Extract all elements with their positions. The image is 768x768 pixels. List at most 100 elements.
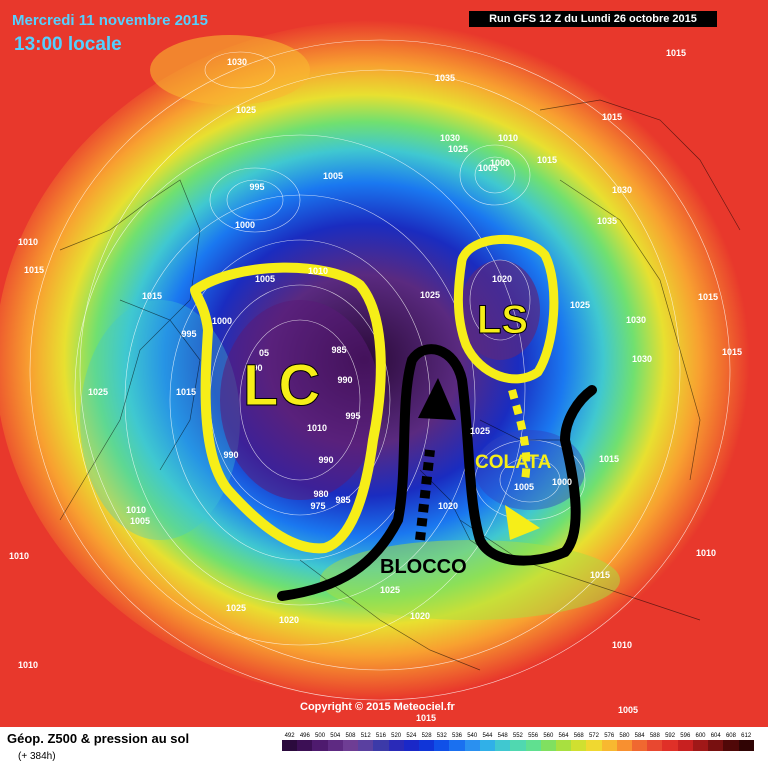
scale-swatch [495,740,511,751]
pressure-label: 1015 [722,347,742,357]
pressure-label: 1020 [492,274,512,284]
scale-swatch [525,740,541,751]
scale-swatch [282,740,298,751]
scale-tick-label: 580 [619,733,630,739]
pressure-label: 1030 [612,185,632,195]
scale-swatch [479,740,496,751]
scale-tick-label: 588 [649,733,660,739]
pressure-label: 1015 [176,387,196,397]
blocco-arrow-head [418,378,456,420]
pressure-label: 980 [313,489,328,499]
pressure-label: 1030 [632,354,652,364]
pressure-label: 1025 [448,144,468,154]
scale-tick-label: 576 [604,733,615,739]
scale-tick-label: 604 [710,733,721,739]
pressure-label: 1005 [514,482,534,492]
pressure-label: 1035 [435,73,455,83]
cold-low-outline [190,262,386,554]
scale-swatch [358,740,374,751]
scale-swatch [342,740,359,751]
pressure-label: 1000 [552,477,572,487]
scale-swatch [449,740,465,751]
model-run-label: Run GFS 12 Z du Lundi 26 octobre 2015 [469,11,717,27]
scale-tick-label: 568 [573,733,584,739]
scale-tick-label: 548 [497,733,508,739]
pressure-label: 1025 [236,105,256,115]
scale-swatch [632,740,648,751]
scale-swatch [616,740,633,751]
pressure-label: 1005 [618,705,638,715]
scale-tick-label: 592 [665,733,676,739]
scale-swatch [555,740,572,751]
blocking-ridge [277,344,597,601]
color-scale-labels: 492 496 500 504 508 512 516 520 524 528 532 536 540 5… [282,733,754,739]
pressure-label: 985 [331,345,346,355]
pressure-label: 975 [310,501,325,511]
pressure-label: 990 [318,455,333,465]
scale-tick-label: 492 [284,733,295,739]
scale-tick-label: 572 [588,733,599,739]
pressure-label: 995 [345,411,360,421]
scale-swatch [662,740,678,751]
pressure-label: 1025 [380,585,400,595]
pressure-label: 1010 [307,423,327,433]
scale-tick-label: 556 [528,733,539,739]
pressure-label: 1000 [490,158,510,168]
pressure-label: 985 [335,495,350,505]
scale-swatch [571,740,587,751]
scale-swatch [434,740,450,751]
scale-tick-label: 612 [741,733,752,739]
scale-swatch [464,740,480,751]
scale-tick-label: 560 [543,733,554,739]
scale-swatch [388,740,404,751]
scale-tick-label: 532 [436,733,447,739]
pressure-label: 990 [223,450,238,460]
scale-swatch [738,740,754,751]
pressure-label: 1025 [88,387,108,397]
scale-tick-label: 544 [482,733,493,739]
pressure-label: 1015 [602,112,622,122]
pressure-label: 1030 [440,133,460,143]
pressure-label: 1000 [235,220,255,230]
scale-swatch [373,740,389,751]
pressure-label: 1015 [142,291,162,301]
scale-tick-label: 508 [345,733,356,739]
color-scale: 492 496 500 504 508 512 516 520 524 528 532 536 540 5… [282,733,754,751]
pressure-label: 1005 [323,171,343,181]
blocco-label: BLOCCO [380,556,467,578]
scale-swatch [312,740,328,751]
scale-swatch [647,740,663,751]
pressure-label: 995 [249,182,264,192]
scale-tick-label: 540 [467,733,478,739]
pressure-label: 1030 [227,57,247,67]
pressure-label: 1015 [416,713,436,723]
scale-swatch [327,740,343,751]
scale-tick-label: 536 [452,733,463,739]
pressure-label: 1005 [478,163,498,173]
cut-off-low-outline [453,234,559,384]
ls-label: LS [477,298,528,342]
scale-tick-label: 596 [680,733,691,739]
scale-tick-label: 516 [375,733,386,739]
pressure-label: 1025 [226,603,246,613]
pressure-label: 1005 [130,516,150,526]
pressure-label: 1010 [696,548,716,558]
scale-swatch [601,740,617,751]
pressure-label: 1015 [24,265,44,275]
pressure-label: 1020 [410,611,430,621]
colata-arrow-shaft [508,388,531,481]
scale-tick-label: 584 [634,733,645,739]
pressure-label: 1020 [279,615,299,625]
pressure-label: 990 [337,375,352,385]
pressure-label: 1010 [498,133,518,143]
pressure-label: 1015 [537,155,557,165]
blocco-arrow-shaft [415,449,435,541]
legend-title: Géop. Z500 & pression au sol [7,731,190,746]
pressure-label: 1005 [255,274,275,284]
pressure-label: 1025 [570,300,590,310]
pressure-label: 05 [259,348,269,358]
pressure-label: 1010 [308,266,328,276]
scale-tick-label: 500 [315,733,326,739]
color-scale-swatches [282,740,754,751]
